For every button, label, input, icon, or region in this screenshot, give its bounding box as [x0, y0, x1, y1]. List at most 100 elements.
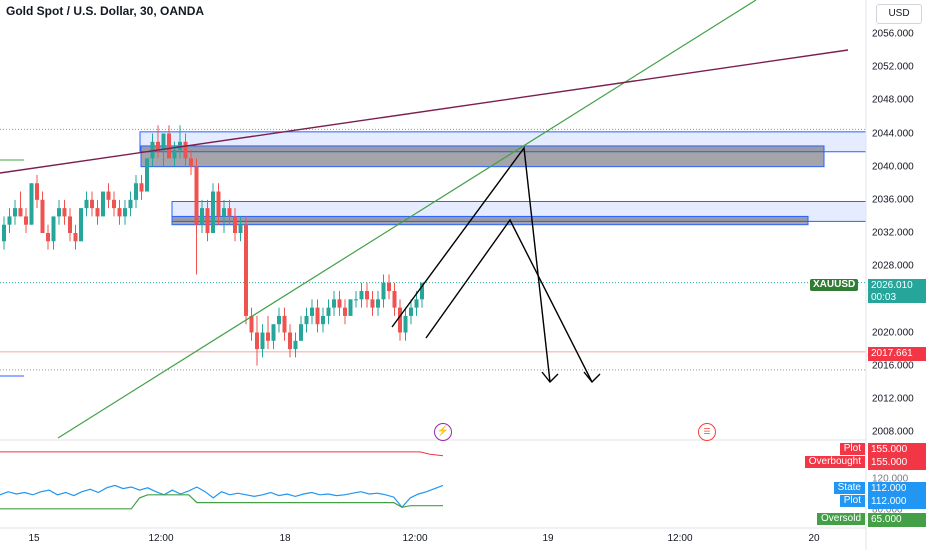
time-tick-label: 12:00 [402, 533, 428, 544]
indicator-row-label: Oversold [816, 513, 865, 525]
price-tick-label: 2020.000 [872, 327, 914, 338]
indicator-row-label: Overbought [804, 456, 865, 468]
indicator-row-label: Plot [839, 443, 865, 455]
candle-body [79, 208, 83, 242]
indicator-tick-label: 120.000 [872, 473, 909, 485]
candle-body [62, 208, 67, 217]
price-tick-label: 2056.000 [872, 28, 914, 40]
candle-body [332, 299, 336, 308]
time-tick-label: 15 [28, 533, 40, 544]
arrow-head [583, 371, 601, 384]
candle-body [315, 307, 320, 325]
indicator-row-label: Plot [839, 495, 865, 507]
countdown-value: 00:03 [871, 292, 897, 303]
candle-body [128, 199, 133, 209]
candle-body [414, 299, 419, 308]
candle-body [101, 191, 105, 217]
candle-body [200, 208, 204, 225]
candle-body [117, 208, 122, 217]
arrow-head [541, 371, 559, 384]
candle-body [51, 216, 56, 242]
zone-rect [171, 215, 809, 226]
candle-body [381, 282, 386, 300]
price-tick-label: 2048.000 [872, 94, 914, 106]
candle-body [139, 183, 144, 192]
candle-body [68, 216, 72, 233]
supply-demand-zones [139, 131, 867, 226]
candle-body [255, 332, 259, 350]
candle-body [156, 141, 160, 151]
time-tick-label: 12:00 [148, 533, 174, 544]
price-tick-label: 2032.000 [872, 227, 914, 239]
grid-lines [0, 128, 866, 371]
price-tick-label: 2036.000 [872, 194, 914, 206]
candle-body [73, 233, 78, 242]
candle-body [260, 332, 265, 350]
candle-body [106, 191, 111, 200]
candle-body [13, 208, 17, 217]
candle-body [387, 282, 391, 292]
time-tick-label: 20 [808, 533, 820, 544]
candlesticks [2, 125, 424, 366]
indicator-row-value: 155.000 [868, 443, 926, 457]
candle-body [282, 315, 287, 333]
indicator-row-label: State [833, 482, 865, 494]
candle-body [277, 315, 281, 325]
candle-body [216, 191, 221, 217]
candle-body [249, 315, 254, 333]
price-tick-label: 2012.000 [872, 393, 914, 405]
candle-body [189, 158, 193, 167]
candle-body [271, 324, 276, 341]
candle-body [150, 141, 155, 159]
overbought-tail [419, 451, 444, 457]
candle-body [343, 307, 347, 316]
indicator-row-value: 155.000 [868, 456, 926, 470]
green-trendline [57, 0, 757, 439]
candle-body [46, 233, 50, 242]
candle-body [35, 183, 39, 200]
price-tick-label: 2008.000 [872, 426, 914, 438]
maroon-trendline [0, 49, 849, 174]
price-tick-label: 2016.000 [872, 360, 914, 372]
candle-body [90, 199, 94, 209]
lightning-icon[interactable]: ⚡ [434, 423, 452, 441]
price-tick-label: 2044.000 [872, 128, 914, 139]
indicator-series-line [0, 484, 444, 509]
candle-body [266, 332, 270, 341]
candle-body [112, 199, 116, 209]
candle-body [403, 315, 408, 333]
candle-body [370, 299, 375, 308]
candle-body [233, 216, 237, 233]
price-tick-label: 2040.000 [872, 161, 914, 173]
candle-body [348, 299, 353, 316]
candle-body [18, 208, 23, 217]
candle-body [354, 299, 358, 301]
candle-body [409, 307, 413, 316]
candle-body [40, 199, 45, 233]
indicator-row-value: 112.000 [868, 482, 926, 496]
drawings [0, 0, 849, 439]
us-flag-icon[interactable]: ☰ [698, 423, 716, 441]
candle-body [211, 191, 215, 233]
candle-body [29, 183, 34, 225]
candle-body [244, 224, 248, 316]
candle-body [183, 141, 188, 159]
indicator-pane [0, 451, 444, 510]
price-tick-label: 2028.000 [872, 260, 914, 272]
candle-body [310, 307, 314, 316]
candle-body [161, 133, 166, 151]
candle-body [299, 324, 303, 341]
candle-body [95, 208, 100, 217]
candle-body [84, 199, 89, 209]
candle-body [24, 216, 28, 225]
candle-body [326, 307, 331, 316]
candle-body [293, 340, 298, 350]
candle-body [57, 208, 61, 217]
candle-body [205, 208, 210, 233]
currency-button[interactable]: USD [876, 4, 922, 24]
time-tick-label: 12:00 [667, 533, 693, 544]
candle-body [227, 208, 232, 217]
chart-title: Gold Spot / U.S. Dollar, 30, OANDA [6, 4, 205, 18]
candle-body [167, 133, 171, 159]
